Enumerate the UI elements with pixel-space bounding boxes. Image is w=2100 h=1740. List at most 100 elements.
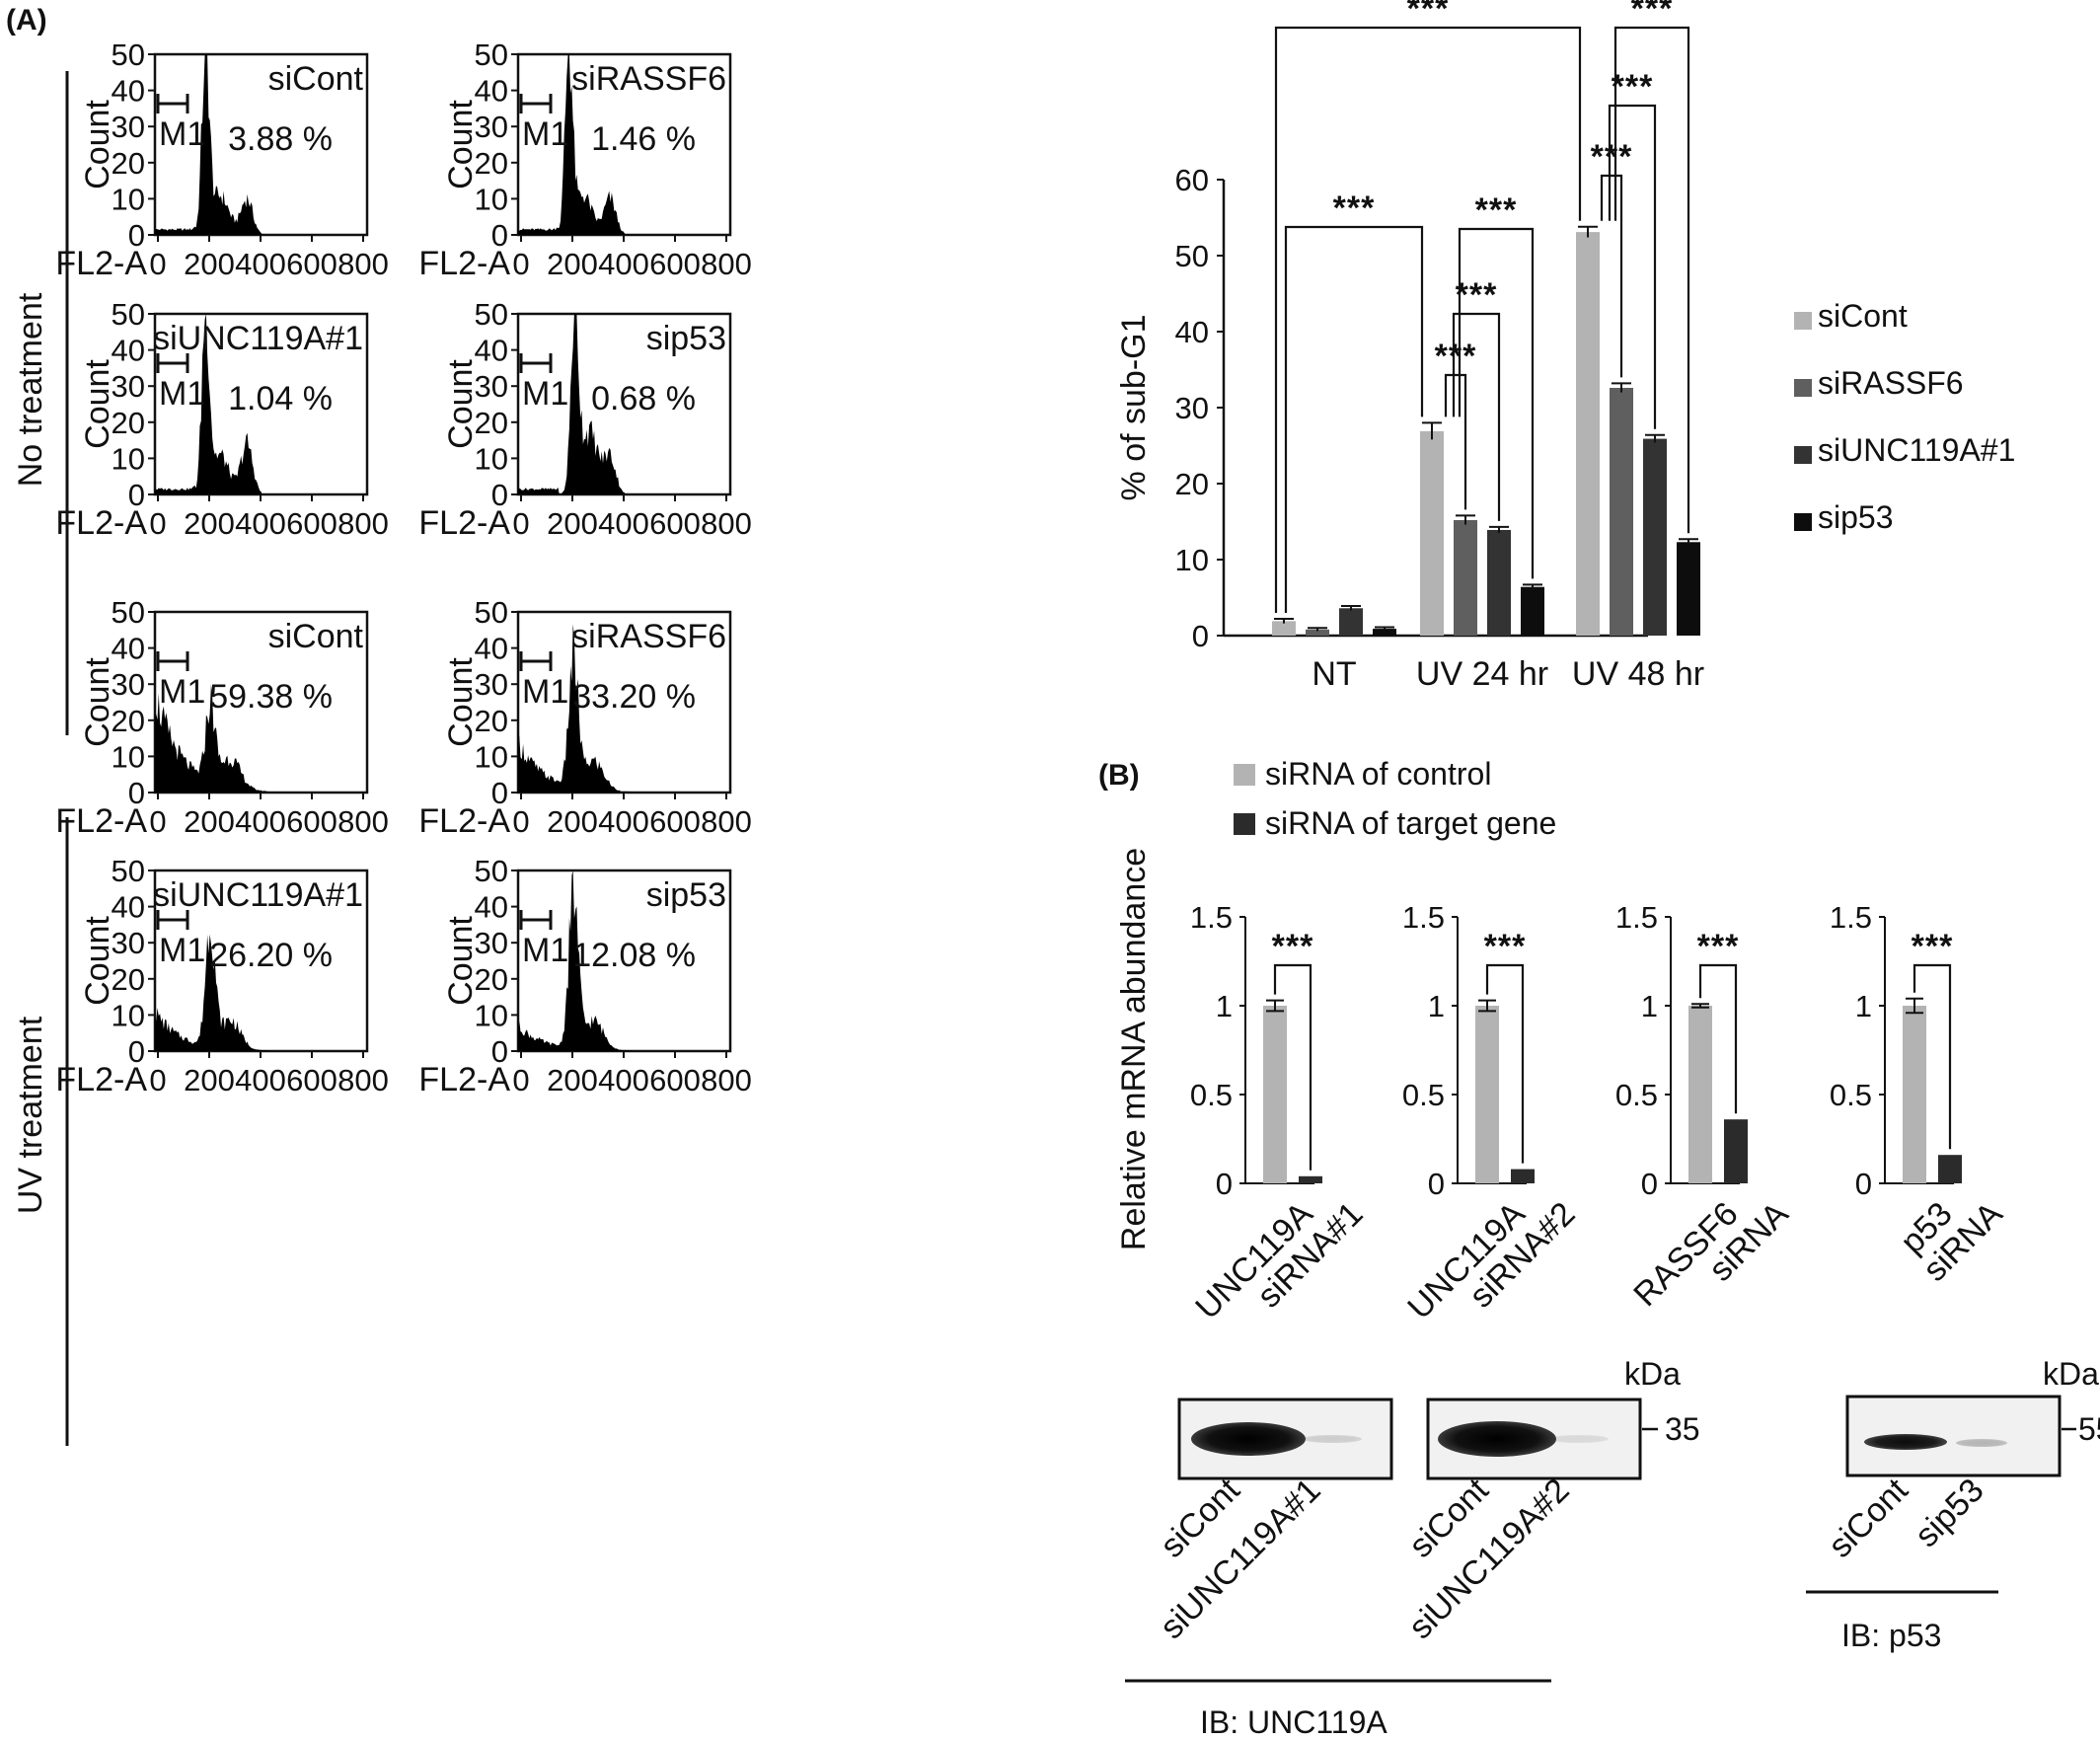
histogram-y-tick-label: 0	[128, 1034, 145, 1069]
blot-unc119a-1-band	[1191, 1422, 1306, 1456]
kda-label-p53: kDa	[2043, 1356, 2099, 1392]
bracket-uv24-siunc	[1452, 312, 1501, 521]
bracket-uv24-sip53-label: ***	[1475, 191, 1518, 229]
histogram-y-tick-label: 10	[475, 739, 508, 774]
histogram-x-tick-label: 400	[598, 506, 649, 541]
subg1-bar	[1521, 586, 1544, 636]
subg1-bar	[1610, 387, 1633, 636]
histogram-y-tick-label: 10	[112, 182, 145, 216]
histogram-y-tick-label: 40	[475, 632, 508, 666]
histogram-y-tick-label: 40	[112, 890, 145, 925]
subg1-y-tick-label: 60	[1175, 163, 1209, 197]
histogram-y-tick-label: 50	[475, 38, 508, 72]
mrna-bar-control	[1903, 1006, 1926, 1183]
western-blots: kDa35kDa55siContsiUNC119A#1siContsiUNC11…	[1125, 1356, 2100, 1740]
blot-lane-label: siCont	[1822, 1471, 1915, 1564]
histogram-y-tick-label: 50	[112, 854, 145, 888]
histogram-percent-label: 12.08 %	[572, 937, 696, 974]
histogram-sample-label: siRASSF6	[571, 618, 726, 655]
histogram-y-tick-label: 30	[475, 110, 508, 144]
mrna-significance-label: ***	[1484, 928, 1527, 965]
histogram-x-tick-label: 800	[701, 247, 752, 281]
histogram-y-tick-label: 40	[475, 890, 508, 925]
histogram-y-title: Count	[79, 916, 116, 1006]
histogram-x-title: FL2-A	[55, 245, 147, 282]
histogram-x-tick-label: 0	[149, 1063, 166, 1097]
histogram-x-tick-label: 800	[701, 1063, 752, 1097]
histogram-y-tick-label: 20	[475, 406, 508, 440]
histogram-x-tick-label: 0	[149, 804, 166, 839]
histogram-y-tick-label: 0	[491, 218, 508, 253]
histogram-percent-label: 26.20 %	[209, 937, 333, 974]
histogram-y-tick-label: 50	[475, 854, 508, 888]
subg1-y-tick-label: 50	[1175, 239, 1209, 273]
bracket-uv48-siunc	[1608, 104, 1657, 429]
histogram-y-tick-label: 20	[112, 962, 145, 997]
mrna-y-tick-label: 0	[1216, 1167, 1233, 1201]
histogram-x-tick-label: 200	[547, 804, 598, 839]
mrna-bar-target	[1299, 1175, 1322, 1183]
histogram-y-tick-label: 20	[475, 146, 508, 181]
gate-label: M1	[159, 673, 205, 711]
mrna-significance-label: ***	[1272, 928, 1314, 965]
subg1-y-tick-label: 40	[1175, 315, 1209, 349]
histogram-x-tick-label: 400	[598, 1063, 649, 1097]
mrna-y-tick-label: 0	[1855, 1167, 1872, 1201]
mrna-bar-control	[1263, 1006, 1287, 1183]
gate-label: M1	[159, 375, 205, 413]
histogram-y-tick-label: 50	[112, 38, 145, 72]
mrna-legend-swatch-target	[1234, 813, 1255, 835]
mrna-y-tick-label: 1	[1216, 989, 1233, 1023]
histogram-x-tick-label: 800	[338, 1063, 389, 1097]
histogram-sample-label: siCont	[268, 60, 364, 98]
histogram-sample-label: siCont	[268, 618, 364, 655]
subg1-bar	[1339, 608, 1363, 636]
histogram-y-tick-label: 0	[491, 776, 508, 810]
histogram-x-tick-label: 200	[547, 247, 598, 281]
mrna-significance-bracket	[1273, 963, 1312, 1171]
kda-label-unc119a: kDa	[1624, 1356, 1681, 1392]
histogram-y-title: Count	[79, 100, 116, 189]
histogram-y-tick-label: 30	[112, 369, 145, 404]
histogram-y-tick-label: 30	[112, 926, 145, 960]
mrna-y-tick-label: 0	[1428, 1167, 1445, 1201]
histogram-y-tick-label: 10	[475, 998, 508, 1032]
subg1-bar	[1306, 629, 1329, 636]
no-treatment-label: No treatment	[12, 292, 49, 487]
histogram-y-tick-label: 20	[112, 704, 145, 738]
gate-label: M1	[522, 673, 568, 711]
subg1-x-tick-label: NT	[1312, 655, 1356, 693]
histogram-y-title: Count	[442, 657, 480, 747]
histogram-percent-label: 1.04 %	[228, 380, 333, 417]
histogram-y-tick-label: 0	[128, 478, 145, 512]
bracket-uv48-sirassf6-label: ***	[1591, 138, 1633, 176]
mrna-legend-control: siRNA of control	[1265, 756, 1491, 792]
panel-label-a: (A)	[6, 4, 47, 37]
histogram-distribution	[518, 314, 730, 494]
histogram-distribution	[155, 934, 367, 1051]
histogram-sample-label: siUNC119A#1	[153, 320, 363, 357]
histogram-y-tick-label: 0	[128, 776, 145, 810]
subg1-bar	[1373, 629, 1396, 636]
histogram-x-tick-label: 200	[184, 1063, 235, 1097]
bracket-uv24-sirassf6	[1444, 373, 1467, 510]
mrna-y-tick-label: 1.5	[1615, 900, 1658, 935]
bracket-uv48-sirassf6	[1600, 174, 1623, 378]
gate-label: M1	[522, 115, 568, 153]
histogram-y-tick-label: 10	[475, 441, 508, 476]
histogram-y-tick-label: 10	[475, 182, 508, 216]
subg1-bar	[1487, 529, 1511, 636]
histogram-x-title: FL2-A	[55, 504, 147, 542]
mrna-significance-bracket	[1698, 963, 1738, 1114]
gate-label: M1	[522, 375, 568, 413]
histogram-x-tick-label: 200	[184, 247, 235, 281]
histogram-x-title: FL2-A	[418, 504, 510, 542]
bracket-uv48-sip53-label: ***	[1631, 0, 1674, 28]
histogram-x-tick-label: 800	[701, 804, 752, 839]
histogram-x-tick-label: 600	[286, 506, 338, 541]
histogram-y-tick-label: 40	[112, 74, 145, 109]
histogram-sample-label: sip53	[646, 320, 726, 357]
